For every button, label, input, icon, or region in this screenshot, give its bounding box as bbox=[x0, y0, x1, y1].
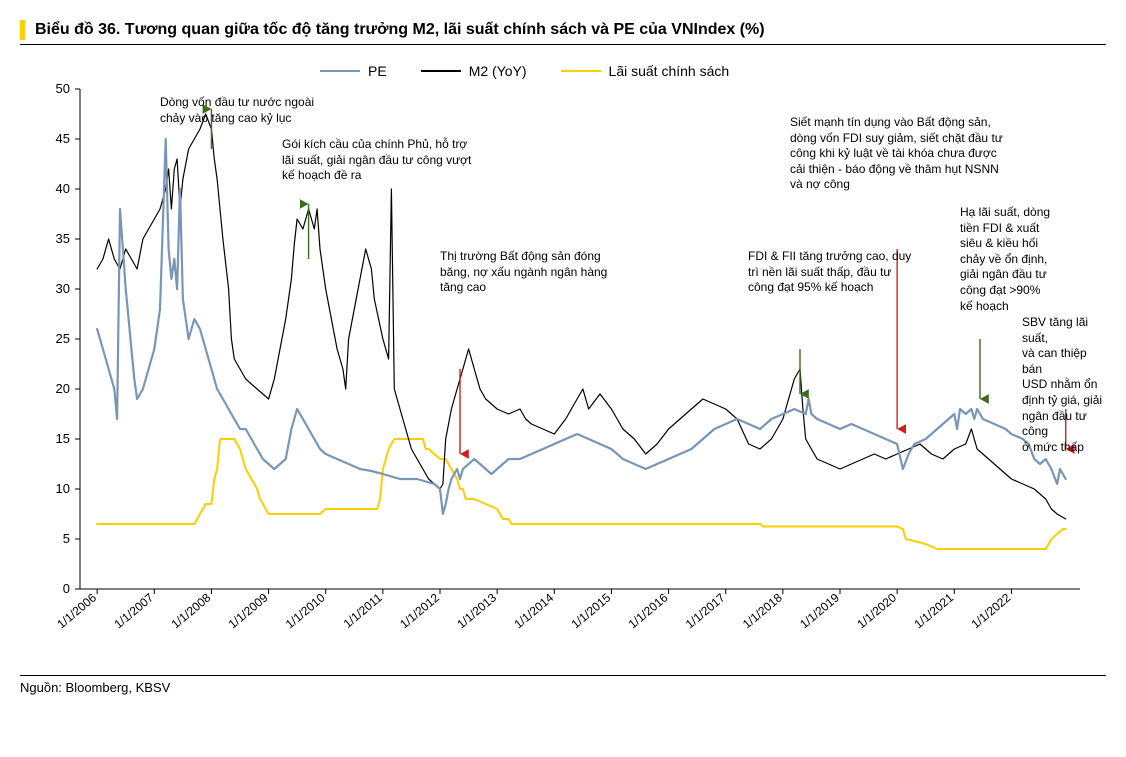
svg-text:50: 50 bbox=[56, 81, 70, 96]
chart-container: Biểu đồ 36. Tương quan giữa tốc độ tăng … bbox=[20, 20, 1106, 695]
legend-label-m2: M2 (YoY) bbox=[469, 63, 527, 79]
svg-text:1/1/2021: 1/1/2021 bbox=[911, 590, 956, 631]
svg-text:1/1/2022: 1/1/2022 bbox=[969, 590, 1014, 631]
legend-item-policy: Lãi suất chính sách bbox=[561, 63, 730, 79]
plot-area: PE M2 (YoY) Lãi suất chính sách 0 5 10 15 20… bbox=[20, 59, 1106, 669]
svg-text:1/1/2016: 1/1/2016 bbox=[626, 590, 671, 631]
svg-text:45: 45 bbox=[56, 131, 70, 146]
svg-text:1/1/2017: 1/1/2017 bbox=[683, 590, 728, 631]
svg-text:35: 35 bbox=[56, 231, 70, 246]
legend: PE M2 (YoY) Lãi suất chính sách bbox=[320, 63, 729, 79]
svg-text:1/1/2007: 1/1/2007 bbox=[111, 590, 156, 631]
svg-text:25: 25 bbox=[56, 331, 70, 346]
svg-text:1/1/2013: 1/1/2013 bbox=[454, 590, 499, 631]
legend-label-pe: PE bbox=[368, 63, 387, 79]
svg-text:40: 40 bbox=[56, 181, 70, 196]
title-rule bbox=[20, 44, 1106, 45]
annotation-a4: FDI & FII tăng trưởng cao, duytrì nền lã… bbox=[748, 249, 911, 296]
svg-text:1/1/2010: 1/1/2010 bbox=[283, 590, 328, 631]
svg-text:1/1/2020: 1/1/2020 bbox=[854, 590, 899, 631]
annotation-a6: Hạ lãi suất, dòngtiền FDI & xuấtsiêu & k… bbox=[960, 205, 1050, 314]
source-text: Nguồn: Bloomberg, KBSV bbox=[20, 680, 1106, 695]
chart-title-bar: Biểu đồ 36. Tương quan giữa tốc độ tăng … bbox=[20, 20, 1106, 40]
title-accent bbox=[20, 20, 25, 40]
annotation-a3: Thị trường Bất động sản đóngbăng, nợ xấu… bbox=[440, 249, 607, 296]
legend-swatch-m2 bbox=[421, 70, 461, 73]
svg-text:1/1/2011: 1/1/2011 bbox=[341, 590, 385, 630]
svg-text:0: 0 bbox=[63, 581, 70, 596]
annotation-a7: SBV tăng lãi suất,và can thiệp bánUSD nh… bbox=[1022, 315, 1106, 455]
svg-text:1/1/2008: 1/1/2008 bbox=[169, 590, 214, 631]
svg-text:1/1/2006: 1/1/2006 bbox=[54, 590, 99, 631]
svg-text:1/1/2014: 1/1/2014 bbox=[511, 590, 556, 631]
legend-item-m2: M2 (YoY) bbox=[421, 63, 527, 79]
svg-text:20: 20 bbox=[56, 381, 70, 396]
legend-swatch-pe bbox=[320, 70, 360, 73]
svg-text:1/1/2015: 1/1/2015 bbox=[569, 590, 614, 631]
legend-label-policy: Lãi suất chính sách bbox=[609, 63, 730, 79]
svg-text:30: 30 bbox=[56, 281, 70, 296]
svg-text:1/1/2012: 1/1/2012 bbox=[397, 590, 442, 631]
chart-title: Biểu đồ 36. Tương quan giữa tốc độ tăng … bbox=[35, 21, 765, 39]
svg-text:5: 5 bbox=[63, 531, 70, 546]
annotation-a5: Siết mạnh tín dụng vào Bất động sản,dòng… bbox=[790, 115, 1003, 193]
legend-swatch-policy bbox=[561, 70, 601, 73]
svg-text:1/1/2019: 1/1/2019 bbox=[797, 590, 842, 631]
legend-item-pe: PE bbox=[320, 63, 387, 79]
svg-text:15: 15 bbox=[56, 431, 70, 446]
source-rule bbox=[20, 675, 1106, 676]
annotation-a2: Gói kích cầu của chính Phủ, hỗ trợlãi su… bbox=[282, 137, 471, 184]
svg-text:10: 10 bbox=[56, 481, 70, 496]
svg-text:1/1/2009: 1/1/2009 bbox=[226, 590, 271, 631]
annotation-a1: Dòng vốn đầu tư nước ngoàichảy vào tăng … bbox=[160, 95, 314, 126]
svg-text:1/1/2018: 1/1/2018 bbox=[740, 590, 785, 631]
